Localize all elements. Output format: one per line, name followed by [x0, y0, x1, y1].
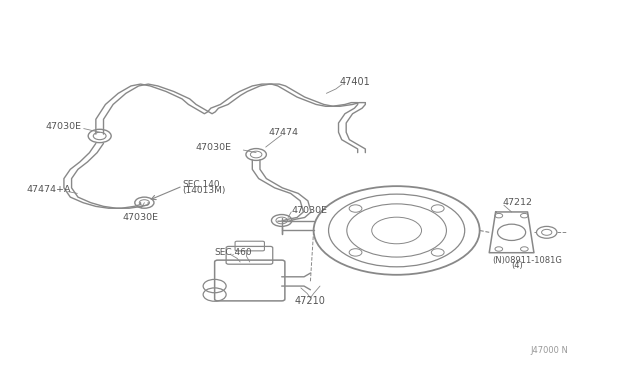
Text: 47212: 47212: [502, 198, 532, 207]
Text: (4): (4): [511, 261, 524, 270]
Text: J47000 N: J47000 N: [531, 346, 568, 355]
Text: (N)08911-1081G: (N)08911-1081G: [492, 256, 563, 264]
Text: 47030E: 47030E: [291, 206, 327, 215]
Text: 47401: 47401: [339, 77, 370, 87]
Text: SEC.140: SEC.140: [182, 180, 220, 189]
Text: 47474: 47474: [269, 128, 299, 137]
Text: SEC.460: SEC.460: [214, 248, 252, 257]
Text: 47474+A: 47474+A: [26, 185, 71, 194]
Text: 47030E: 47030E: [45, 122, 81, 131]
Text: 47030E: 47030E: [195, 142, 232, 151]
Text: 47210: 47210: [295, 296, 326, 306]
Text: 47030E: 47030E: [122, 213, 158, 222]
Text: (14013M): (14013M): [182, 186, 226, 195]
